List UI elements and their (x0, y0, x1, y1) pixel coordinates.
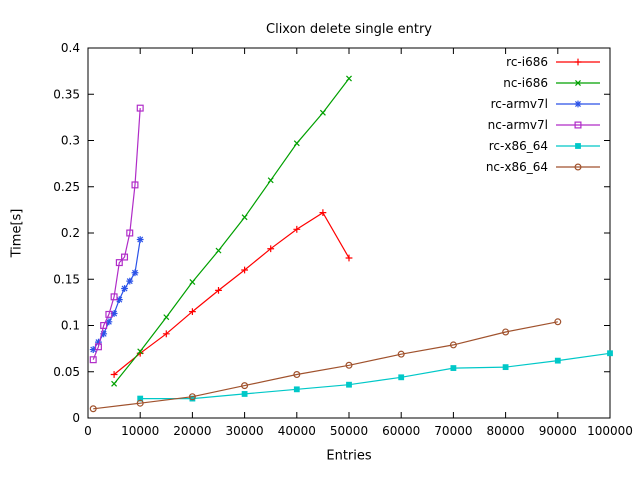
legend-item-rc-armv7l: rc-armv7l (491, 97, 600, 111)
x-axis: 0 10000 20000 30000 40000 50000 60000 70000 8000… (84, 48, 633, 438)
y-tick-label: 0.05 (53, 365, 80, 379)
legend-item-nc-armv7l: nc-armv7l (488, 118, 600, 132)
x-tick-label: 80000 (487, 424, 525, 438)
legend-label: nc-armv7l (488, 118, 548, 132)
y-tick-label: 0.15 (53, 272, 80, 286)
x-axis-label: Entries (326, 448, 372, 464)
legend-label: rc-armv7l (491, 97, 548, 111)
legend-label: rc-i686 (506, 55, 548, 69)
y-tick-label: 0.3 (61, 134, 80, 148)
y-tick-label: 0.1 (61, 319, 80, 333)
x-tick-label: 20000 (173, 424, 211, 438)
x-tick-label: 70000 (434, 424, 472, 438)
legend-item-nc-x86_64: nc-x86_64 (486, 160, 600, 174)
y-tick-label: 0.4 (61, 41, 80, 55)
x-tick-label: 10000 (121, 424, 159, 438)
series-rc-i686 (110, 209, 353, 378)
legend-label: rc-x86_64 (489, 139, 548, 153)
legend-label: nc-i686 (503, 76, 548, 90)
series-rc-x86_64 (137, 350, 613, 402)
legend-item-nc-i686: nc-i686 (503, 76, 600, 90)
series-nc-i686 (111, 75, 352, 387)
x-tick-label: 100000 (587, 424, 633, 438)
x-tick-label: 90000 (539, 424, 577, 438)
chart-title: Clixon delete single entry (266, 22, 432, 37)
legend-item-rc-i686: rc-i686 (506, 55, 600, 69)
y-tick-label: 0.25 (53, 180, 80, 194)
y-tick-label: 0 (72, 411, 80, 425)
x-tick-label: 40000 (278, 424, 316, 438)
x-tick-label: 60000 (382, 424, 420, 438)
legend: rc-i686 nc-i686 rc-armv7l nc-armv7l rc-x86_6… (486, 55, 600, 174)
x-tick-label: 30000 (226, 424, 264, 438)
x-tick-label: 50000 (330, 424, 368, 438)
legend-item-rc-x86_64: rc-x86_64 (489, 139, 600, 153)
series-nc-armv7l (89, 104, 144, 364)
y-tick-label: 0.2 (61, 226, 80, 240)
y-axis: 0 0.05 0.1 0.15 0.2 0.25 0.3 0.35 0.4 (53, 41, 610, 425)
x-tick-label: 0 (84, 424, 92, 438)
legend-label: nc-x86_64 (486, 160, 548, 174)
y-tick-label: 0.35 (53, 87, 80, 101)
series-nc-x86_64 (89, 318, 562, 413)
